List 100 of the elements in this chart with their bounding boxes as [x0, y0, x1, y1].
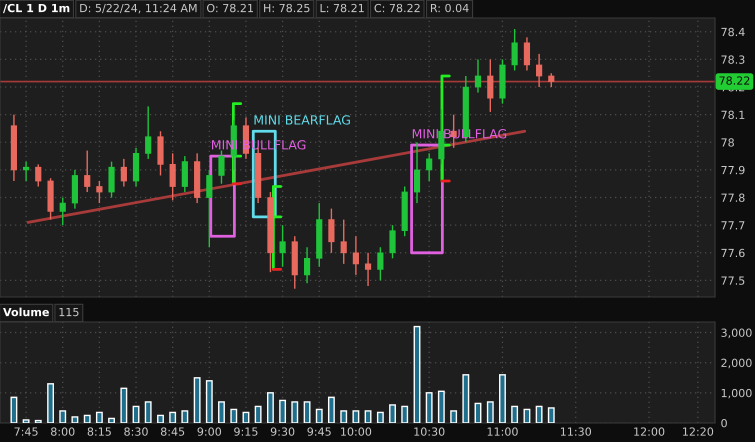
- x-tick-label: 10:00: [341, 427, 372, 436]
- candlestick: [170, 152, 176, 202]
- bar: [426, 392, 433, 423]
- bar: [352, 410, 360, 423]
- candlestick: [426, 152, 432, 182]
- y-tick-label: 77.7: [721, 221, 744, 230]
- text: R: 0.04: [430, 4, 469, 12]
- candlestick: [377, 246, 384, 282]
- x-tick-label: 12:20: [683, 427, 714, 436]
- bar: [71, 416, 78, 423]
- candlestick: [414, 142, 420, 204]
- bar: [120, 388, 128, 423]
- candlestick: [304, 246, 310, 284]
- candlestick: [23, 160, 30, 182]
- x-tick-label: 8:45: [160, 427, 184, 436]
- text: D: 5/22/24, 11:24 AM: [80, 4, 197, 14]
- bar: [304, 401, 311, 423]
- x-tick-label: 7:45: [14, 428, 38, 436]
- candlestick: [536, 53, 542, 88]
- bar: [230, 408, 238, 423]
- candlestick: [352, 236, 359, 276]
- bar: [291, 401, 298, 423]
- y-tick-label: 77.8: [721, 194, 745, 202]
- y-tick-label: 77.6: [721, 248, 745, 258]
- bar: [22, 419, 30, 423]
- bar: [328, 396, 335, 423]
- chart-title: Volume: [3, 308, 49, 316]
- candlestick: [524, 36, 530, 72]
- bar: [242, 412, 250, 423]
- y-tick-label: 78.4: [721, 28, 745, 36]
- bar: [157, 414, 164, 423]
- bar: [132, 406, 140, 423]
- y-tick-label: 3,000: [721, 328, 752, 338]
- bar: [181, 410, 188, 423]
- bar: [499, 374, 506, 423]
- y-tick-label: 78.3: [721, 55, 744, 64]
- chart-title: /CL 1 D 1m: [3, 4, 70, 14]
- series-label: MINI BEARFLAG: [254, 115, 350, 125]
- bar: [511, 406, 518, 423]
- x-tick-label: 11:30: [560, 427, 592, 436]
- y-tick-label: 78.1: [721, 110, 744, 120]
- text: O: 78.21: [207, 4, 253, 12]
- ref-line-label: 78.22: [719, 76, 750, 85]
- x-tick-label: 9:15: [234, 427, 258, 436]
- candlestick: [389, 224, 396, 260]
- x-tick-label: 8:00: [51, 427, 74, 436]
- bar: [524, 408, 530, 423]
- candlestick: [96, 180, 102, 204]
- bar: [401, 406, 408, 423]
- x-tick-label: 9:45: [307, 427, 331, 436]
- bar: [450, 410, 458, 423]
- candlestick: [548, 72, 554, 88]
- candlestick: [35, 164, 42, 188]
- x-tick-label: 10:30: [414, 427, 444, 436]
- x-tick-label: 8:30: [124, 427, 148, 436]
- candlestick: [218, 150, 225, 184]
- candlestick: [328, 208, 334, 254]
- bar: [316, 408, 323, 423]
- x-tick-label: 12:00: [634, 427, 664, 436]
- candlestick: [474, 58, 482, 94]
- bar: [279, 400, 286, 423]
- candlestick: [84, 150, 90, 193]
- text: 115: [59, 308, 78, 316]
- bar: [218, 401, 225, 423]
- bar: [376, 412, 384, 423]
- bar: [169, 412, 176, 423]
- candlestick: [280, 224, 286, 268]
- bar: [254, 406, 262, 423]
- candlestick: [60, 196, 66, 226]
- text: C: 78.22: [374, 4, 420, 12]
- bar: [108, 418, 115, 423]
- candlestick: [512, 28, 518, 72]
- y-tick-label: 77.5: [721, 276, 744, 285]
- y-tick-label: 1,000: [722, 388, 752, 398]
- bar: [267, 392, 274, 423]
- text: H: 78.25: [264, 4, 310, 12]
- candlestick: [364, 252, 372, 287]
- y-tick-label: 0: [721, 418, 727, 428]
- candlestick: [487, 58, 494, 113]
- bar: [34, 420, 42, 423]
- candlestick: [206, 169, 212, 248]
- bar: [364, 410, 372, 423]
- x-tick-label: 9:00: [198, 427, 222, 436]
- x-tick-label: 8:15: [88, 427, 111, 436]
- bar: [206, 380, 213, 423]
- bar: [414, 326, 420, 423]
- bar: [548, 407, 555, 423]
- bar: [96, 412, 103, 423]
- bar: [474, 402, 482, 423]
- bar: [340, 410, 348, 423]
- bar: [438, 390, 445, 423]
- bar: [462, 374, 470, 423]
- x-tick-label: 9:30: [270, 427, 294, 436]
- y-tick-label: 77.9: [721, 166, 745, 174]
- bar: [59, 410, 66, 423]
- text: L: 78.21: [320, 4, 364, 12]
- bar: [536, 406, 543, 423]
- bar: [10, 396, 18, 423]
- bar: [144, 401, 152, 423]
- bar: [194, 377, 201, 423]
